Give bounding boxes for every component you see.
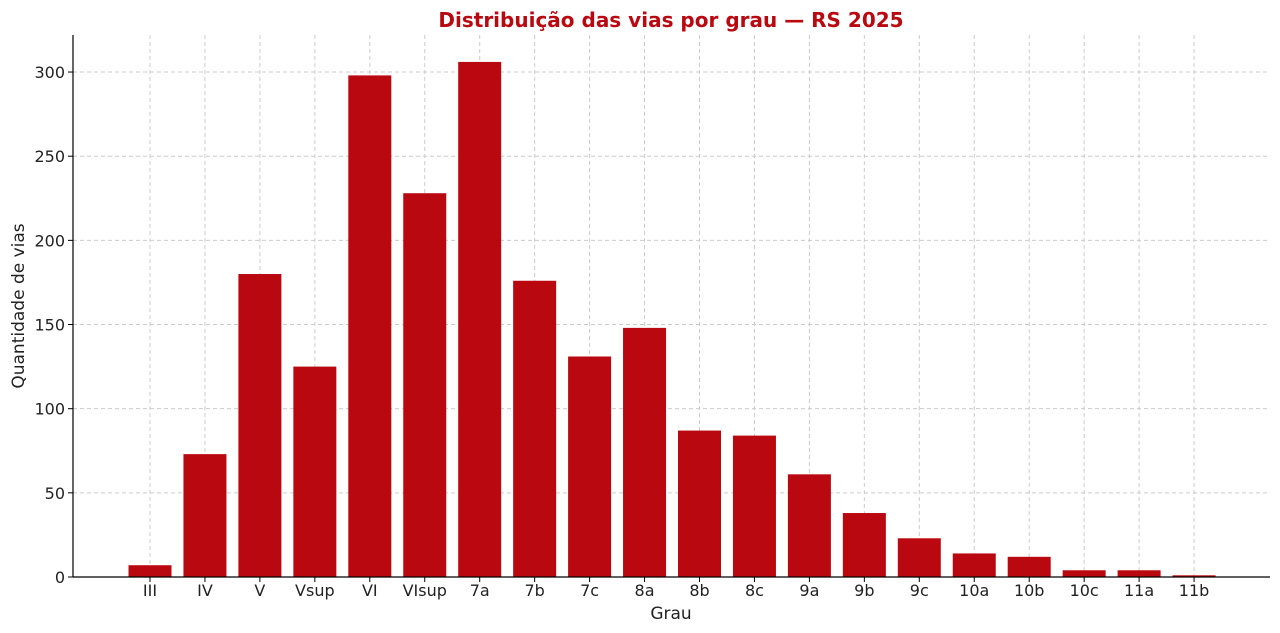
bar-8a [623,327,667,577]
y-tick-label: 150 [34,316,65,335]
x-tick-label: VI [362,581,378,600]
y-tick-label: 250 [34,147,65,166]
x-tick-label: Vsup [295,581,335,600]
bar-8c [732,435,776,577]
y-tick-label: 200 [34,231,65,250]
x-tick-label: V [254,581,265,600]
x-tick-label: 8c [745,581,764,600]
y-axis-label: Quantidade de vias [9,223,29,388]
bar-8b [678,430,721,577]
bar-VIsup [403,193,447,577]
bar-11a [1117,570,1161,577]
x-tick-label: 8b [689,581,709,600]
bar-7b [513,280,557,577]
x-tick-label: 7a [470,581,490,600]
y-tick-label: 300 [34,63,65,82]
bar-11b [1172,575,1216,577]
x-tick-label: 9c [910,581,929,600]
bar-IV [183,454,227,577]
bar-9b [842,513,886,577]
bar-7c [568,356,612,577]
x-tick-label: 11a [1124,581,1154,600]
bar-Vsup [293,366,337,577]
bar-9c [897,538,941,577]
y-tick-label: 0 [55,568,65,587]
x-tick-label: 7c [580,581,599,600]
bar-VI [348,75,392,577]
x-tick-label: 10b [1014,581,1045,600]
x-tick-label: 10a [959,581,989,600]
x-axis-label: Grau [650,604,691,624]
bar-V [238,274,282,577]
x-tick-label: 9a [799,581,819,600]
x-tick-label: 8a [635,581,655,600]
y-axis-ticks: 0 50 100 150 200 250 300 [34,63,73,587]
bar-7a [458,61,502,577]
bar-10a [952,553,996,577]
chart-title: Distribuição das vias por grau — RS 2025 [438,8,903,32]
x-tick-label: 10c [1070,581,1099,600]
x-tick-label: 11b [1179,581,1210,600]
x-tick-label: 7b [524,581,544,600]
x-axis-ticks: III IV V Vsup VI VIsup 7a 7b 7c 8a 8b 8c 9a 9b 9c 10a 10… [143,577,1209,600]
bar-10b [1007,556,1051,577]
x-tick-label: 9b [854,581,874,600]
bar-10c [1062,570,1106,577]
y-tick-label: 50 [45,484,65,503]
bars [128,61,1216,577]
x-tick-label: III [143,581,157,600]
y-tick-label: 100 [34,400,65,419]
x-tick-label: VIsup [403,581,447,600]
bar-III [128,565,172,577]
bar-9a [787,474,831,577]
x-tick-label: IV [197,581,213,600]
